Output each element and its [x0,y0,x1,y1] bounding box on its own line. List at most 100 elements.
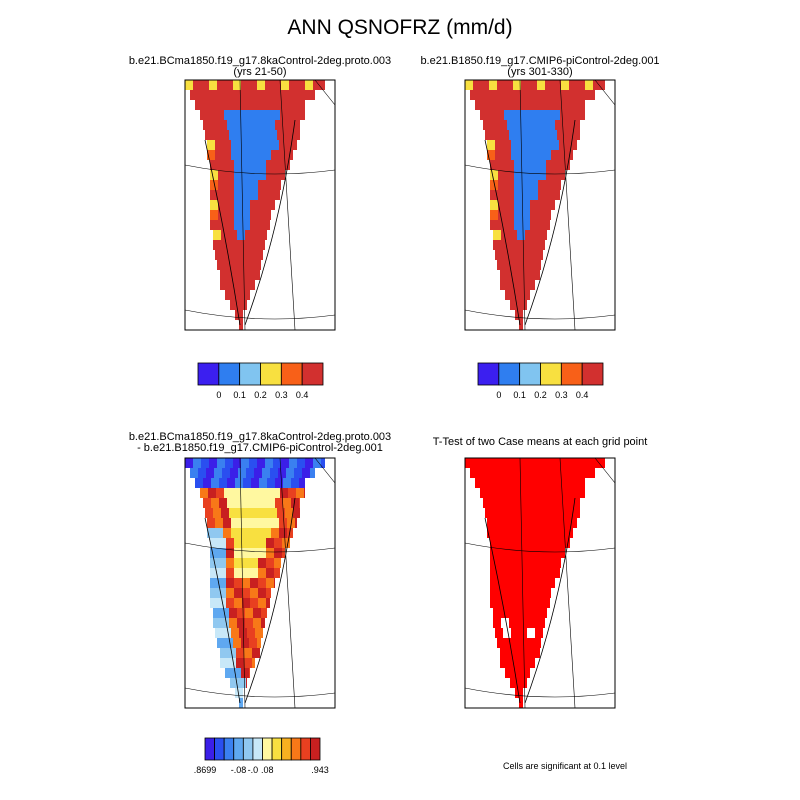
map-cell [242,548,250,558]
map-cell [584,488,585,498]
colorbar-label: 0.1 [513,390,526,400]
map-cell [544,110,552,120]
map-cell [601,458,605,468]
map-cell [493,230,501,240]
colorbar-label: 0.2 [534,390,547,400]
map-cell [514,578,522,588]
map-cell [527,140,535,150]
map-cell [508,658,516,668]
map-cell [584,110,585,120]
meridian [239,79,336,331]
map-cell [537,638,541,648]
map-cell [218,200,226,210]
map-cell [275,498,283,508]
map-cell [514,588,522,598]
map-cell [511,150,519,160]
map-cell [529,668,530,678]
map-cell [543,518,551,528]
map-cell [496,110,504,120]
map-cell [234,568,242,578]
map-cell [514,568,522,578]
map-cell [514,558,522,568]
map-cell [509,240,517,250]
map-cell [541,130,549,140]
map-cell [261,240,265,250]
map-cell [512,488,520,498]
map-cell [575,518,577,528]
map-cell [532,658,535,668]
map-cell [258,568,266,578]
map-cell [250,190,258,200]
map-cell [490,160,498,170]
map-cell [501,240,509,250]
map-cell [526,300,527,310]
colorbar-label: .08 [261,765,274,775]
map-cell [238,90,246,100]
panel-subtitle: - b.e21.B1850.f19_g17.CMIP6-piControl-2d… [137,442,383,454]
map-cell [499,120,507,130]
map-cell [242,200,250,210]
map-cell [538,190,546,200]
map-cell [523,120,531,130]
map-cell [279,528,287,538]
map-cell [299,498,300,508]
map-cell [541,230,547,240]
map-cell [275,120,283,130]
map-cell [554,180,561,190]
map-cell [280,488,288,498]
map-cell [245,608,253,618]
map-frame [184,457,336,709]
map-cell [200,488,208,498]
map-cell [234,190,242,200]
map-cell [231,250,239,260]
map-cell [232,488,240,498]
map-cell [506,598,514,608]
map-cell [249,290,250,300]
map-cell [523,100,531,110]
map-cell [250,538,258,548]
map-cell [551,140,559,150]
colorbar-box [498,362,521,386]
colorbar-box [214,737,225,761]
map-cell [218,170,226,180]
map-cell [258,578,266,588]
map-cell [304,110,305,120]
map-cell [486,90,494,100]
map-cell [500,648,508,658]
map-cell [248,110,256,120]
map-cell [561,458,569,468]
map-cell [579,498,580,508]
map-cell [263,140,271,150]
meridian [519,457,616,709]
map-cell [195,478,203,488]
map-cell [241,638,249,648]
coastline [484,119,576,326]
map-cell [509,608,517,618]
map-cell [501,608,509,618]
map-cell [253,508,261,518]
map-cell [537,260,541,270]
map-cell [201,458,209,468]
map-cell [547,498,555,508]
map-cell [507,100,515,110]
map-cell [255,250,263,260]
map-cell [530,210,538,220]
map-cell [538,180,546,190]
map-cell [217,80,225,90]
map-cell [218,588,226,598]
map-cell [488,110,496,120]
map-cell [475,478,483,488]
map-cell [501,230,509,240]
map-cell [546,220,550,230]
map-cell [206,90,214,100]
map-cell [503,250,511,260]
map-cell [560,488,568,498]
map-cell [535,150,543,160]
map-cell [585,458,593,468]
map-cell [526,468,534,478]
map-cell [519,150,527,160]
map-cell [250,210,258,220]
map-cell [226,180,234,190]
map-cell [485,130,493,140]
colorbar-box [280,362,303,386]
